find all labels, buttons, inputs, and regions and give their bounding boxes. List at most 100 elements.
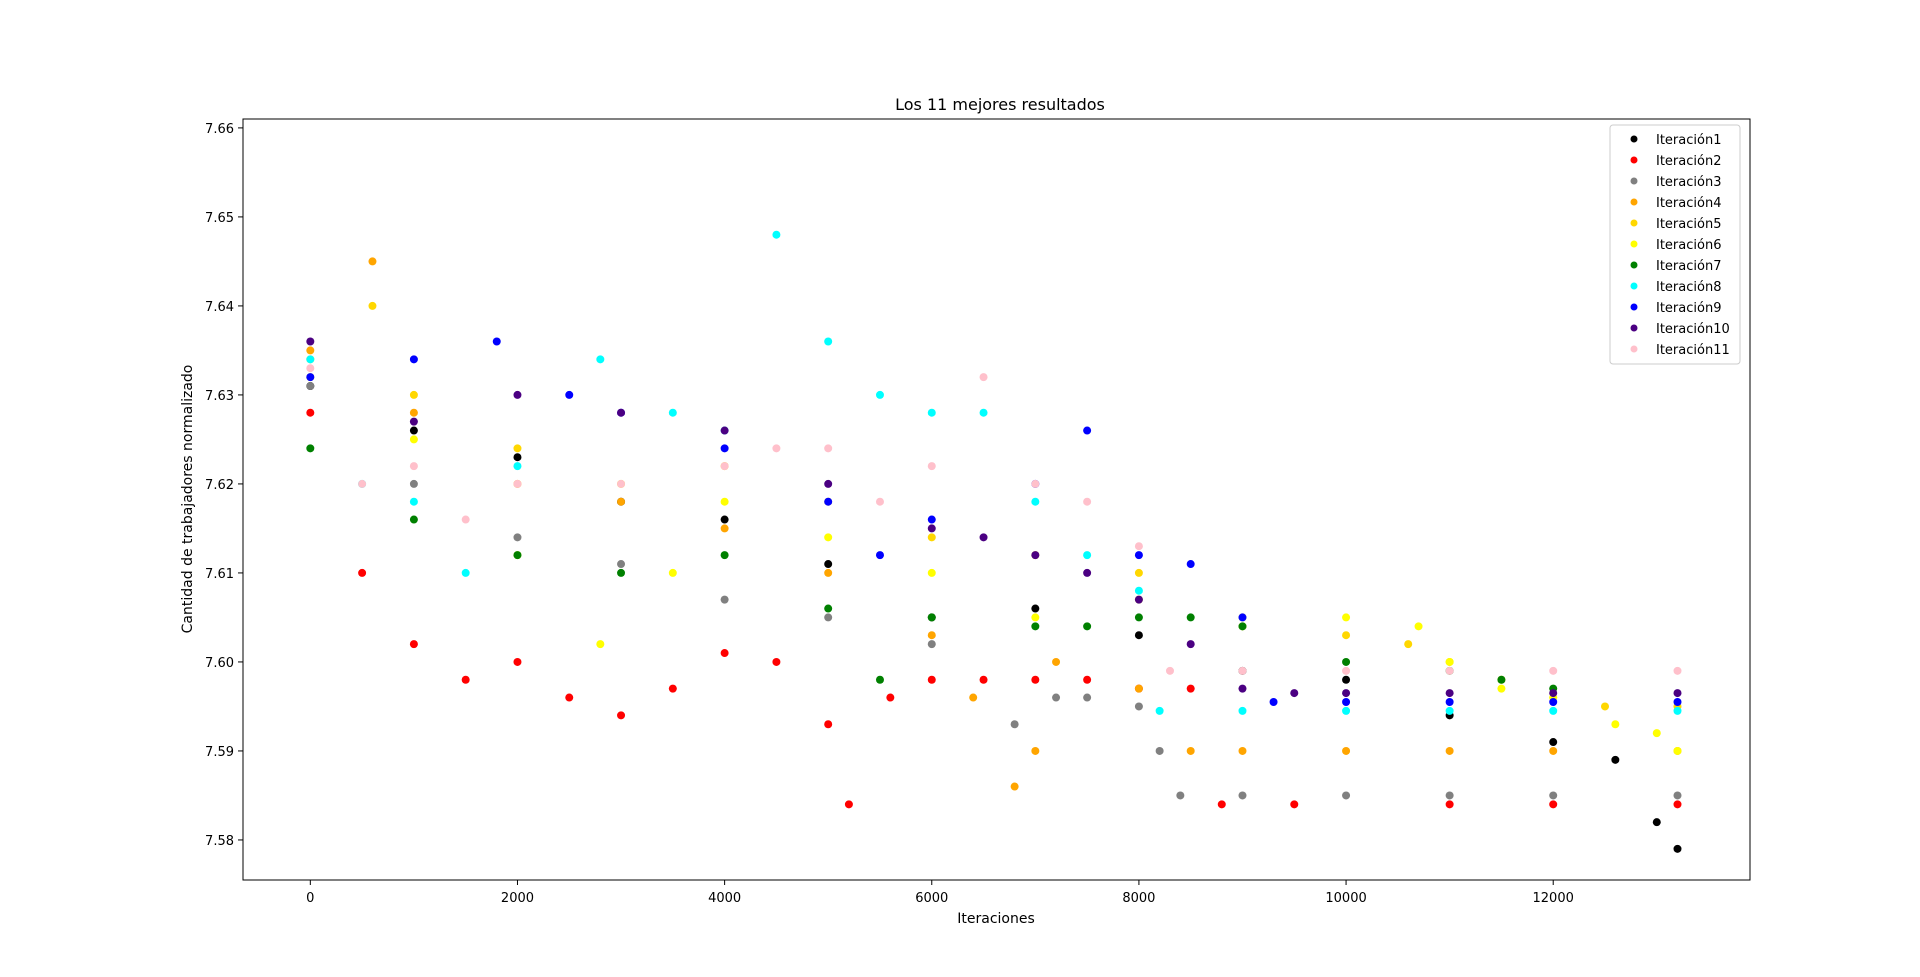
data-point — [1134, 631, 1143, 640]
data-point — [368, 257, 377, 266]
data-point — [1083, 622, 1092, 631]
legend-label: Iteración9 — [1656, 301, 1721, 316]
data-point — [1186, 640, 1195, 649]
y-tick-label: 7.66 — [205, 122, 234, 137]
legend: Iteración1 Iteración2 Iteración3 Iteración4… — [1609, 124, 1741, 365]
data-point — [927, 533, 936, 542]
data-point — [513, 462, 522, 471]
x-tick-label: 12000 — [1533, 891, 1574, 906]
data-point — [1673, 689, 1682, 698]
data-point — [1342, 746, 1351, 755]
data-point — [927, 631, 936, 640]
legend-marker — [1630, 198, 1638, 206]
data-point — [927, 613, 936, 622]
data-point — [1445, 666, 1454, 675]
legend-item: Iteración8 — [1630, 280, 1721, 295]
y-tick-label: 7.59 — [205, 745, 234, 760]
data-point — [1186, 613, 1195, 622]
data-point — [1611, 720, 1620, 729]
legend-item: Iteración11 — [1630, 343, 1730, 358]
data-point — [824, 568, 833, 577]
data-point — [824, 604, 833, 613]
data-point — [875, 390, 884, 399]
x-tick-label: 2000 — [501, 891, 534, 906]
data-point — [1083, 497, 1092, 506]
data-point — [720, 551, 729, 560]
data-point — [306, 364, 315, 373]
data-point — [875, 551, 884, 560]
data-point — [1673, 844, 1682, 853]
data-point — [1083, 551, 1092, 560]
data-point — [1031, 622, 1040, 631]
y-tick-label: 7.65 — [205, 211, 234, 226]
data-point — [617, 408, 626, 417]
data-point — [1186, 560, 1195, 569]
data-point — [1549, 697, 1558, 706]
data-point — [1342, 675, 1351, 684]
data-point — [1445, 657, 1454, 666]
data-point — [1134, 551, 1143, 560]
data-point — [492, 337, 501, 346]
data-point — [720, 426, 729, 435]
data-point — [1083, 693, 1092, 702]
data-point — [1134, 586, 1143, 595]
data-point — [1549, 800, 1558, 809]
y-tick-label: 7.60 — [205, 656, 234, 671]
data-point — [1342, 613, 1351, 622]
data-point — [409, 426, 418, 435]
series-11 — [306, 364, 1682, 675]
x-axis-label: Iteraciones — [957, 911, 1035, 927]
data-point — [1549, 689, 1558, 698]
data-point — [409, 462, 418, 471]
data-point — [1083, 675, 1092, 684]
data-point — [513, 479, 522, 488]
legend-marker — [1630, 219, 1638, 227]
data-point — [1031, 604, 1040, 613]
legend-marker — [1630, 261, 1638, 269]
data-point — [927, 640, 936, 649]
data-point — [1673, 666, 1682, 675]
data-point — [824, 497, 833, 506]
data-point — [1052, 657, 1061, 666]
data-point — [824, 560, 833, 569]
data-point — [979, 373, 988, 382]
data-point — [1673, 791, 1682, 800]
data-point — [617, 711, 626, 720]
data-point — [1031, 479, 1040, 488]
legend-item: Iteración9 — [1630, 301, 1721, 316]
data-point — [720, 497, 729, 506]
data-point — [1052, 693, 1061, 702]
legend-item: Iteración10 — [1630, 322, 1730, 337]
y-axis-label: Cantidad de trabajadores normalizado — [180, 365, 196, 634]
data-point — [927, 524, 936, 533]
data-points — [306, 230, 1682, 853]
y-tick-label: 7.64 — [205, 300, 234, 315]
y-tick-label: 7.61 — [205, 567, 234, 582]
data-point — [1549, 666, 1558, 675]
series-4 — [306, 257, 1682, 791]
data-point — [1134, 542, 1143, 551]
y-tick-label: 7.62 — [205, 478, 234, 493]
legend-label: Iteración11 — [1656, 343, 1730, 358]
data-point — [306, 373, 315, 382]
data-point — [668, 568, 677, 577]
data-point — [772, 230, 781, 239]
legend-marker — [1630, 240, 1638, 248]
data-point — [1549, 738, 1558, 747]
data-point — [306, 355, 315, 364]
data-point — [1414, 622, 1423, 631]
data-point — [1186, 746, 1195, 755]
data-point — [409, 408, 418, 417]
data-point — [1342, 706, 1351, 715]
legend-marker — [1630, 324, 1638, 332]
legend-label: Iteración1 — [1656, 133, 1721, 148]
legend-label: Iteración3 — [1656, 175, 1721, 190]
data-point — [1342, 697, 1351, 706]
data-point — [668, 684, 677, 693]
legend-label: Iteración10 — [1656, 322, 1730, 337]
data-point — [409, 640, 418, 649]
data-point — [1673, 746, 1682, 755]
data-point — [1010, 782, 1019, 791]
data-point — [596, 640, 605, 649]
legend-marker — [1630, 345, 1638, 353]
